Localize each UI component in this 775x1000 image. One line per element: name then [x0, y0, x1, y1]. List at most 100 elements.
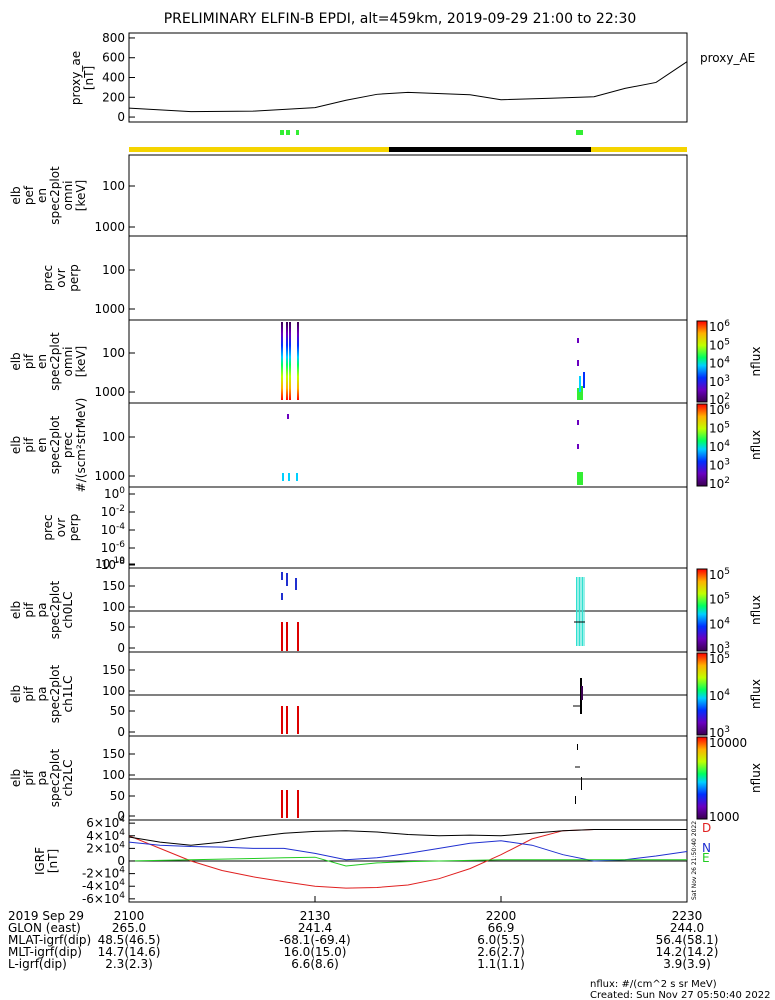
ephem-value-0-3: 244.0 [670, 921, 704, 935]
igrf-ylabel-2: [nT] [46, 849, 60, 873]
igrf-tick-label-4: -2×104 [82, 866, 125, 881]
plot-title: PRELIMINARY ELFIN-B EPDI, alt=459km, 201… [164, 11, 637, 27]
panel-1-tick-label-0: 100 [102, 179, 125, 193]
panel-frame-8 [128, 735, 688, 821]
panel-frame-ae [128, 32, 688, 123]
panel-1-ylabel-5: [keV] [74, 180, 88, 211]
omni-stripe-2 [289, 322, 291, 400]
colorbar-4-label: nflux [749, 430, 763, 460]
prec-purple-1 [577, 420, 579, 425]
colorbar-6 [696, 568, 708, 652]
spectrogram-marks [281, 322, 585, 818]
prec-cyan-1 [288, 473, 290, 481]
omni-stripe-3 [297, 322, 299, 400]
panel-3-ylabel-1: pif [22, 353, 36, 369]
ae-yticks: 0 200 400 600 800 [102, 31, 135, 124]
ae-tick-label-2: 400 [102, 71, 125, 85]
panel-7-tick-label-0: 0 [117, 725, 125, 739]
panel-8-ylabel-4: ch2LC [61, 760, 75, 797]
omni-stripe-0 [281, 322, 283, 400]
panel-frame-3 [128, 319, 688, 404]
colorbar-7-label: nflux [749, 679, 763, 709]
panel-elb_pif_pa_spec2plot_ch0LC: 0 50 100 150 elb pif pa spec2plot ch0LC 105 105 104… [9, 567, 763, 656]
side-stamp: Sat Nov 26 21:50:40 2022 [691, 821, 698, 900]
panel-7-tick-label-3: 150 [102, 663, 125, 677]
ephem-row-label-0: GLON (east) [8, 921, 81, 935]
panel-7-ylabel-3: spec2plot [48, 664, 62, 723]
colorbar-6-tick-0: 105 [709, 567, 730, 582]
colorbar-6-tick-2: 104 [709, 616, 730, 631]
ae-tick-label-0: 0 [117, 110, 125, 124]
panel-4-tick-label-0: 100 [102, 430, 125, 444]
colorbar-6-tick-3: 103 [709, 641, 730, 656]
prec-green-2 [581, 472, 583, 485]
colorbar-7-tick-0: 105 [709, 651, 730, 666]
ch2-red-0 [281, 790, 283, 818]
science-zone-markers [280, 130, 583, 135]
colorbar-4 [696, 403, 708, 487]
omni-green-1 [579, 389, 581, 400]
x-tick-label-3: 2230 [672, 909, 703, 923]
ch0-blue-0 [281, 572, 283, 580]
ch0-cyan-0 [576, 577, 577, 646]
ch0-cyan-3 [580, 577, 582, 646]
panel-prec_ovr_perp_e: 100 1000 prec ovr perp [41, 235, 688, 321]
ch2-mark-2 [581, 777, 582, 790]
ephem-value-2-2: 2.6(2.7) [477, 945, 525, 959]
panel-4-ylabel-5: #/(scm²strMeV) [74, 398, 88, 493]
ephem-value-0-1: 241.4 [298, 921, 332, 935]
igrf-tick-label-5: -4×104 [82, 878, 125, 893]
panel-2-ylabel-1: ovr [54, 268, 68, 287]
ae-legend: proxy_AE [700, 51, 755, 65]
panel-6-ylabel-2: pa [35, 603, 49, 618]
panel-8-tick-label-1: 50 [110, 789, 125, 803]
panel-6-tick-label-1: 50 [110, 620, 125, 634]
colorbar-6-label: nflux [749, 595, 763, 625]
igrf-series-total [128, 829, 687, 846]
panel-frame-7 [128, 651, 688, 737]
ch1-red-2 [297, 706, 299, 734]
ephem-value-2-1: 16.0(15.0) [284, 945, 347, 959]
ae-tick-label-3: 600 [102, 51, 125, 65]
ae-ylabel-1: proxy_ae [69, 51, 83, 105]
panel-7-ylabel-0: elb [9, 685, 23, 703]
ch0-red-2 [297, 622, 299, 651]
omni-stripe-1 [286, 322, 288, 400]
panel-2-tick-label-1: 1000 [94, 302, 125, 316]
igrf-legend-D: D [702, 821, 711, 835]
omni-purple-0 [577, 338, 579, 343]
sunlight-bar [129, 147, 687, 152]
panel-4-tick-label-1: 1000 [94, 469, 125, 483]
panel-6-ylabel-3: spec2plot [48, 580, 62, 639]
panel-5-ylabel-2: perp [67, 514, 81, 542]
panel-4-ylabel-2: en [35, 438, 49, 453]
igrf-legend-N: N [702, 841, 711, 855]
panel-1-ylabel-1: pef [22, 185, 36, 205]
ch2-mark-3 [575, 796, 576, 804]
panel-6-tick-label-0: 0 [117, 641, 125, 655]
ch0-cyan-4 [582, 577, 583, 646]
panel-1-ylabel-4: omni [61, 181, 75, 211]
colorbar-3-tick-0: 106 [709, 319, 730, 334]
footer-created: Created: Sun Nov 27 05:50:40 2022 [590, 990, 770, 1000]
panel-elb_pif_pa_spec2plot_ch2LC: 0 50 100 150 elb pif pa spec2plot ch2LC 10000 1000… [9, 735, 763, 824]
ch0-cyan-2 [579, 577, 580, 646]
prec-green-1 [579, 472, 581, 485]
colorbar-4-tick-3: 103 [709, 458, 730, 473]
ch0-red-1 [286, 622, 288, 651]
panel-1-ylabel-2: en [35, 188, 49, 203]
bar-yellow-left [129, 147, 389, 152]
panel-3-ylabel-3: spec2plot [48, 332, 62, 391]
colorbar-8-label: nflux [749, 763, 763, 793]
colorbar-4-tick-1: 105 [709, 421, 730, 436]
colorbar-8 [696, 736, 708, 820]
panel-elb_pif_en_spec2plot_omni: 100 1000 elb pif en spec2plot omni [keV] 106 105 1… [9, 319, 763, 407]
igrf-tick-label-1: 4×104 [86, 828, 125, 843]
ephem-value-1-2: 6.0(5.5) [477, 933, 525, 947]
panel-3-tick-label-0: 100 [102, 346, 125, 360]
x-tick-label-0: 2100 [114, 909, 145, 923]
x-tick-label-1: 2130 [300, 909, 331, 923]
ae-tick-label-4: 800 [102, 31, 125, 45]
